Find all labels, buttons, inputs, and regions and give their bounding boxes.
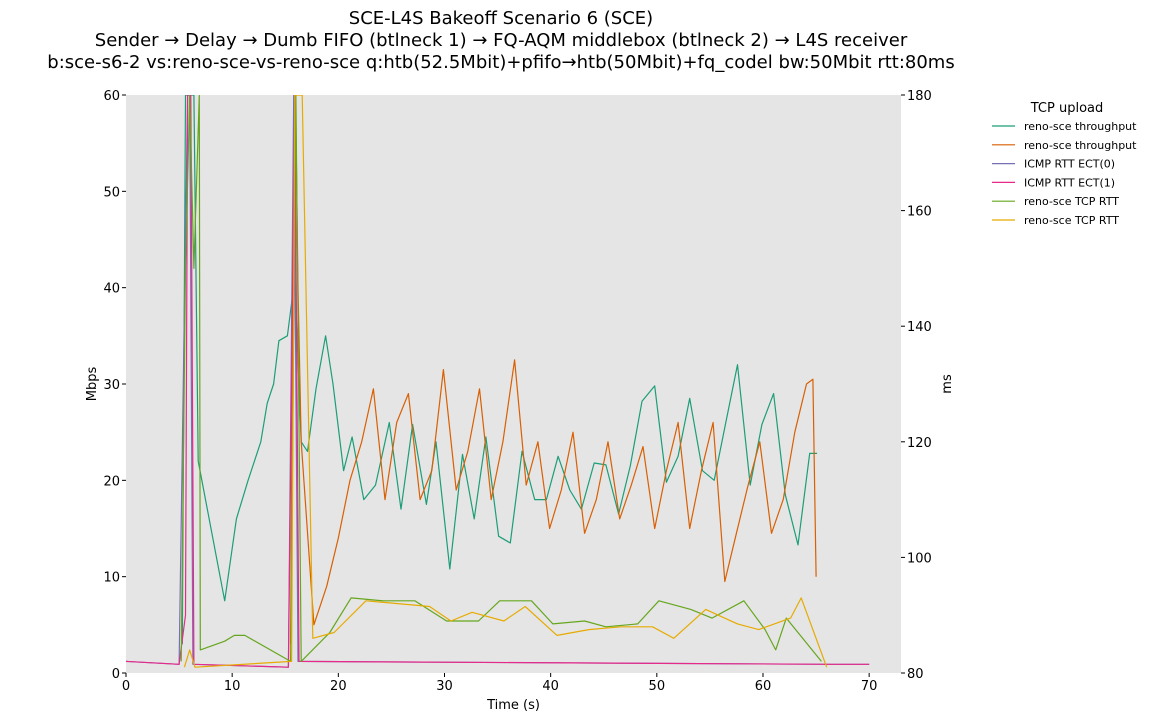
series-line-4: [180, 95, 822, 663]
legend: TCP upload reno-sce throughput reno-sce t…: [992, 101, 1137, 227]
x-tick-label: 50: [649, 679, 666, 694]
y-tick-label: 30: [103, 378, 120, 393]
x-tick-label: 70: [861, 679, 878, 694]
legend-entry: reno-sce TCP RTT: [1024, 214, 1119, 227]
y-tick-label: 20: [103, 474, 120, 489]
legend-entry: reno-sce throughput: [1024, 139, 1137, 152]
y-right-tick-label: 160: [907, 205, 932, 220]
series-line-1: [290, 123, 817, 645]
plot-area: [126, 95, 901, 673]
y-axis-label-right: ms: [940, 374, 955, 394]
x-tick-label: 40: [542, 679, 559, 694]
y-axis-label: Mbps: [85, 367, 100, 402]
x-axis-label: Time (s): [486, 698, 540, 713]
x-tick-label: 20: [330, 679, 347, 694]
legend-entry: reno-sce TCP RTT: [1024, 195, 1119, 208]
x-tick-label: 10: [224, 679, 241, 694]
chart-title: SCE-L4S Bakeoff Scenario 6 (SCE): [348, 8, 654, 29]
legend-entry: reno-sce throughput: [1024, 120, 1137, 133]
y-tick-label: 0: [112, 667, 120, 682]
chart-subtitle: Sender → Delay → Dumb FIFO (btlneck 1) →…: [94, 30, 908, 51]
chart-subtitle-2: b:sce-s6-2 vs:reno-sce-vs-reno-sce q:htb…: [47, 52, 955, 73]
y-right-tick-label: 80: [907, 667, 924, 682]
legend-entry: ICMP RTT ECT(0): [1024, 158, 1115, 171]
series-line-5: [183, 95, 828, 668]
legend-title: TCP upload: [1030, 101, 1104, 116]
series-layer: [126, 95, 870, 668]
y-right-tick-label: 140: [907, 320, 932, 335]
series-line-0: [181, 95, 818, 645]
y-right-tick-label: 100: [907, 551, 932, 566]
y-tick-label: 60: [103, 89, 120, 104]
y-tick-label: 50: [103, 185, 120, 200]
x-tick-label: 60: [755, 679, 772, 694]
y-tick-label: 10: [103, 571, 120, 586]
y-right-tick-label: 180: [907, 89, 932, 104]
y-right-tick-label: 120: [907, 436, 932, 451]
axes-layer: 0 10 20 30 40 50 60 70 0 10 20 30 40 50 60 80 100 120 140 1…: [103, 89, 931, 694]
legend-entry: ICMP RTT ECT(1): [1024, 176, 1115, 189]
x-tick-label: 0: [122, 679, 130, 694]
y-tick-label: 40: [103, 282, 120, 297]
x-tick-label: 30: [436, 679, 453, 694]
